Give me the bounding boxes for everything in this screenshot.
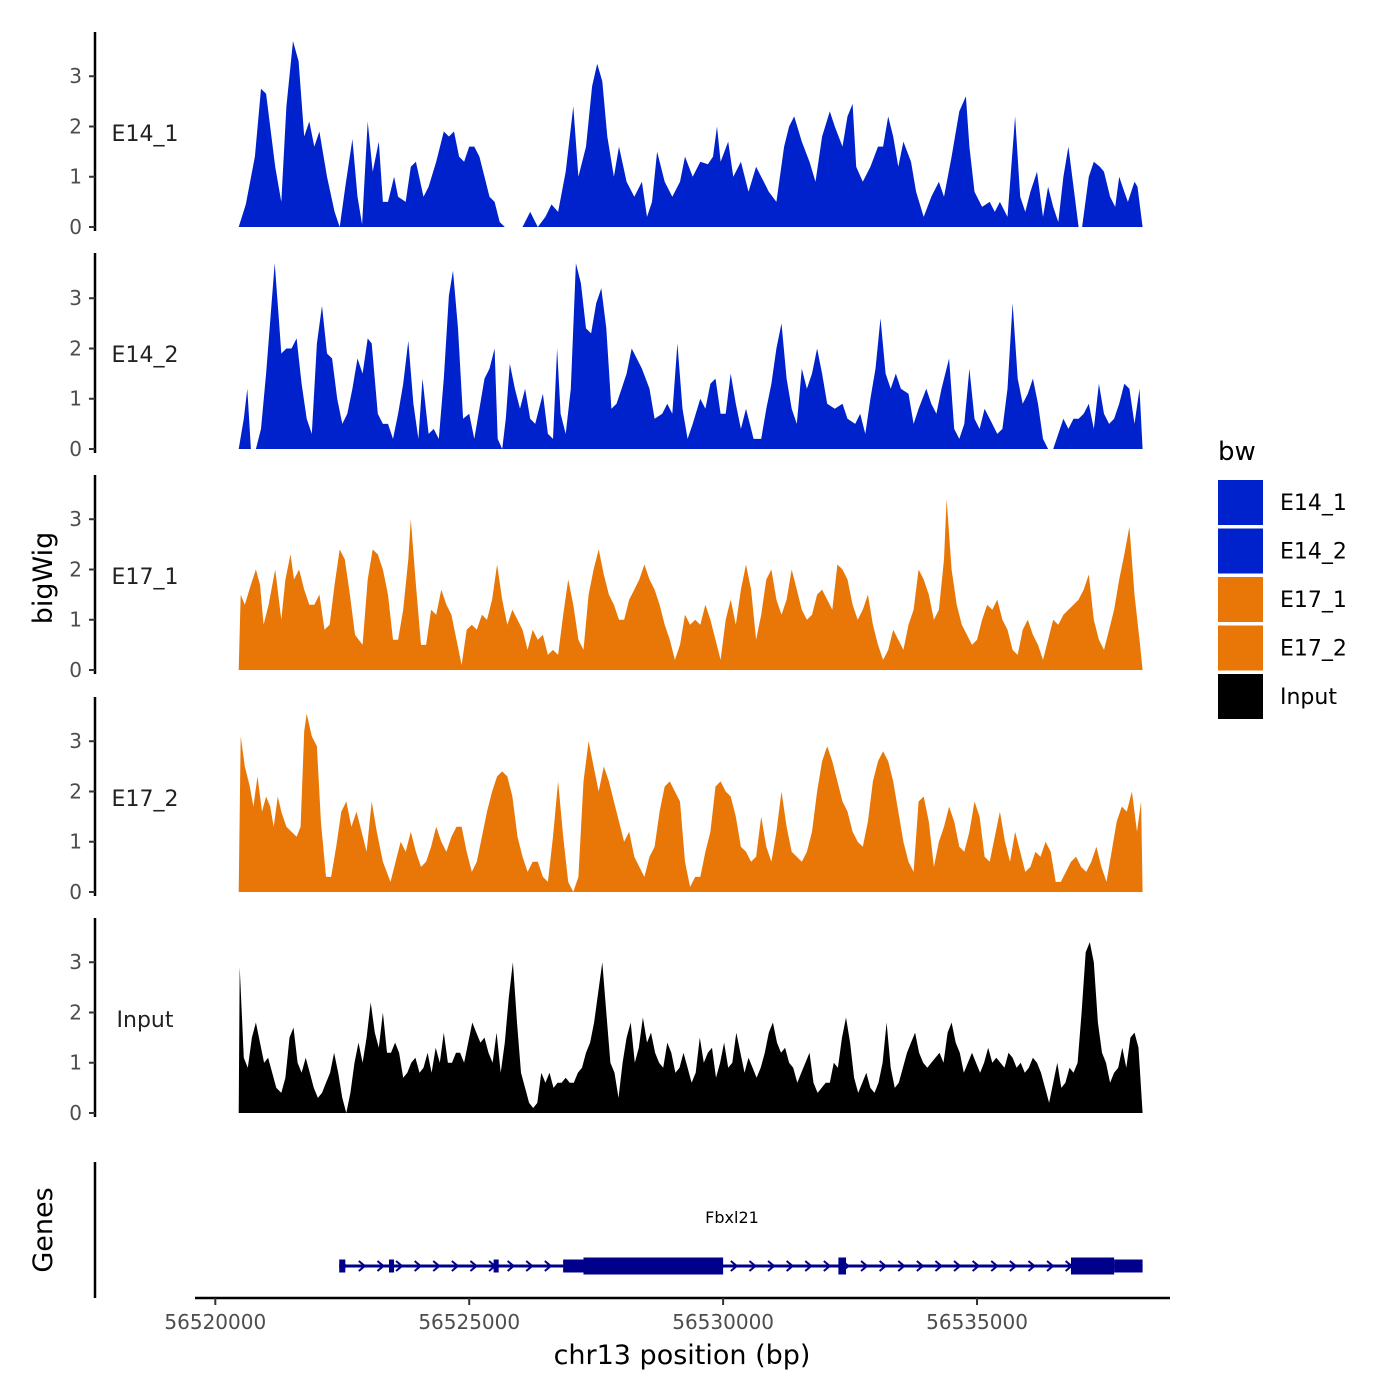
strand-arrow-icon: [451, 1260, 460, 1272]
strand-arrow-icon: [1027, 1260, 1036, 1272]
strand-arrow-icon: [878, 1260, 888, 1272]
y-tick-label: 2: [69, 557, 82, 581]
y-tick-label: 2: [69, 336, 82, 360]
y-tick-label: 2: [69, 1000, 82, 1024]
gene-exon-cds: [583, 1257, 724, 1275]
strand-arrow-icon: [376, 1260, 385, 1272]
strand-arrow-icon: [506, 1260, 516, 1272]
y-tick-label: 1: [69, 387, 82, 411]
x-tick-label: 56535000: [926, 1310, 1028, 1334]
legend-swatch: [1218, 625, 1263, 671]
strand-arrow-icon: [730, 1260, 739, 1272]
legend-label: E14_2: [1280, 540, 1347, 565]
strand-arrow-icon: [897, 1260, 906, 1272]
y-tick-label: 3: [69, 507, 82, 531]
legend-title: bw: [1218, 437, 1256, 467]
y-tick-label: 0: [69, 658, 82, 682]
y-tick-label: 0: [69, 215, 82, 239]
legend-swatch: [1218, 577, 1263, 622]
strand-arrow-icon: [432, 1260, 441, 1272]
gene-exon-utr: [339, 1259, 346, 1273]
track-label: E17_2: [112, 787, 179, 812]
y-tick-label: 2: [69, 114, 82, 138]
strand-arrow-icon: [934, 1260, 943, 1272]
y-tick-label: 1: [69, 165, 82, 189]
y-tick-label: 3: [69, 64, 82, 88]
strand-arrow-icon: [785, 1260, 795, 1272]
gene-exon-utr: [493, 1259, 499, 1273]
legend-label: E17_2: [1280, 637, 1347, 662]
y-tick-label: 3: [69, 950, 82, 974]
strand-arrow-icon: [358, 1260, 367, 1272]
strand-arrow-icon: [544, 1260, 553, 1272]
strand-arrow-icon: [916, 1260, 925, 1272]
strand-arrow-icon: [1009, 1260, 1018, 1272]
legend-swatch: [1218, 674, 1263, 719]
y-tick-label: 1: [69, 1051, 82, 1075]
strand-arrow-icon: [953, 1260, 962, 1272]
gene-exon-cds: [838, 1257, 847, 1275]
y-tick-label: 0: [69, 880, 82, 904]
strand-arrow-icon: [804, 1260, 813, 1272]
legend-label: E17_1: [1280, 588, 1347, 613]
x-axis-title: chr13 position (bp): [554, 1340, 811, 1371]
gene-name-label: Fbxl21: [705, 1208, 759, 1227]
legend-label: Input: [1280, 685, 1337, 710]
coverage-area: [238, 942, 1143, 1113]
x-tick-label: 56520000: [164, 1310, 266, 1334]
gene-exon-utr: [388, 1259, 395, 1273]
gene-exon-utr: [563, 1259, 584, 1273]
track-e17-2: 0 1 2 3 E17_2: [69, 697, 1143, 904]
strand-arrow-icon: [971, 1260, 981, 1272]
legend-swatch: [1218, 528, 1263, 574]
strand-arrow-icon: [413, 1260, 423, 1272]
strand-arrow-icon: [1046, 1260, 1055, 1272]
x-axis: 56520000 56525000 56530000 56535000: [164, 1296, 1170, 1334]
x-tick-label: 56525000: [418, 1310, 520, 1334]
track-e14-2: 0 1 2 3 E14_2: [69, 253, 1143, 461]
track-label: Input: [117, 1008, 174, 1033]
y-tick-label: 2: [69, 779, 82, 803]
y-axis-title: bigWig: [28, 532, 59, 625]
track-input: 0 1 2 3 Input: [69, 918, 1143, 1125]
gene-exon-cds: [1070, 1257, 1115, 1275]
legend-label: E14_1: [1280, 491, 1347, 516]
track-label: E17_1: [112, 565, 179, 590]
y-tick-label: 0: [69, 1101, 82, 1125]
coverage-area: [238, 263, 1143, 449]
genes-panel-label: Genes: [28, 1187, 59, 1272]
strand-arrow-icon: [860, 1260, 869, 1272]
gene-exon-utr: [1114, 1259, 1143, 1273]
track-label: E14_1: [112, 122, 179, 147]
strand-arrow-icon: [469, 1260, 478, 1272]
track-e14-1: 0 1 2 3 E14_1: [69, 32, 1143, 239]
strand-arrow-icon: [395, 1260, 404, 1272]
coverage-area: [238, 499, 1143, 670]
coverage-area: [238, 41, 1143, 227]
strand-arrow-icon: [748, 1260, 757, 1272]
y-tick-label: 3: [69, 286, 82, 310]
gene-transcript: Fbxl21: [339, 1208, 1143, 1275]
strand-arrow-icon: [823, 1260, 832, 1272]
legend: bw E14_1 E14_2 E17_1 E17_2 Input: [1218, 437, 1347, 719]
legend-swatch: [1218, 480, 1263, 525]
y-tick-label: 3: [69, 729, 82, 753]
y-tick-label: 1: [69, 608, 82, 632]
track-label: E14_2: [112, 343, 179, 368]
coverage-area: [238, 713, 1143, 892]
genes-panel: Genes Fbxl21: [28, 1162, 1143, 1298]
y-tick-label: 1: [69, 830, 82, 854]
y-tick-label: 0: [69, 437, 82, 461]
strand-arrow-icon: [990, 1260, 999, 1272]
bigwig-tracks: 0 1 2 3 E14_1 0 1 2 3 E14_2 0 1 2 3 E17_1 0 1 2 3 E17_2 0 1 2 3…: [69, 32, 1143, 1125]
strand-arrow-icon: [525, 1260, 534, 1272]
x-tick-label: 56530000: [672, 1310, 774, 1334]
strand-arrow-icon: [767, 1260, 776, 1272]
track-e17-1: 0 1 2 3 E17_1: [69, 475, 1143, 682]
